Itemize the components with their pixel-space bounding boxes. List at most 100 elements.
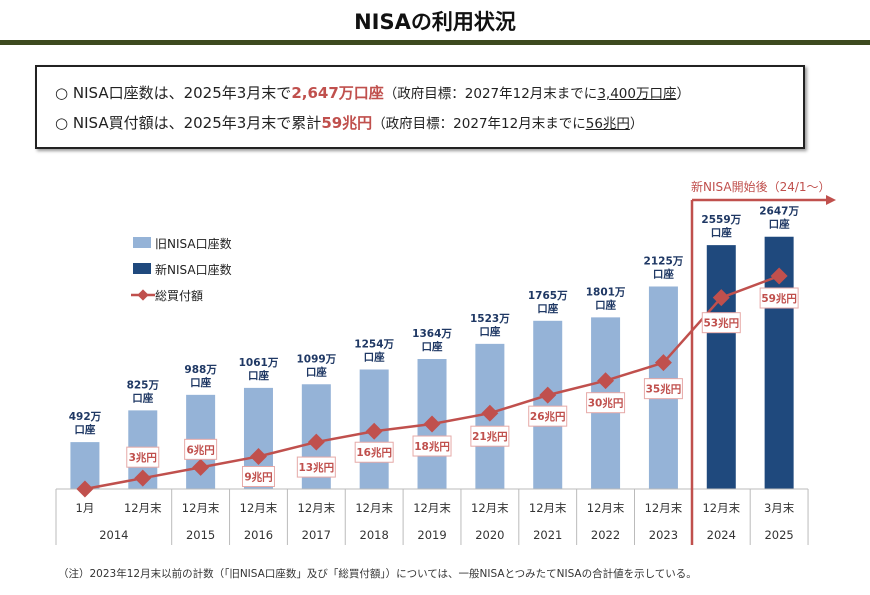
line-data-label: 26兆円	[530, 410, 566, 423]
title-underline	[0, 40, 870, 45]
summary-suffix: ）	[629, 116, 644, 132]
x-tick-label: 1月	[76, 501, 95, 515]
bar-data-label: 1099万	[296, 353, 336, 365]
total-purchase-point	[770, 267, 788, 285]
legend-label: 旧NISA口座数	[155, 236, 232, 251]
bar-data-label: 口座	[711, 226, 732, 239]
line-label-box	[354, 441, 394, 463]
summary-accounts: ○ NISA口座数は、2025年3月末で2,647万口座（政府目標：2027年1…	[55, 82, 690, 103]
line-label-box	[241, 466, 275, 488]
x-year-label: 2014	[99, 528, 128, 542]
x-tick-label: 12月末	[529, 501, 567, 515]
line-label-box	[470, 425, 510, 447]
bullet-icon: ○	[55, 114, 69, 132]
x-tick-label: 12月末	[413, 501, 451, 515]
line-data-label: 3兆円	[129, 451, 157, 464]
total-purchase-point	[249, 448, 267, 465]
x-tick-label: 12月末	[355, 501, 393, 515]
legend-label: 総買付額	[155, 289, 203, 303]
summary-goal: （政府目標：2027年12月末までに	[372, 116, 586, 132]
x-year-label: 2021	[533, 528, 562, 542]
line-data-label: 35兆円	[646, 383, 682, 396]
total-purchase-point	[712, 289, 730, 307]
legend-swatch	[133, 263, 151, 274]
old-nisa-bar	[533, 320, 563, 489]
bar-data-label: 口座	[479, 325, 500, 338]
bar-data-label: 口座	[537, 302, 558, 315]
bullet-icon: ○	[55, 84, 69, 102]
legend-old-nisa: 旧NISA口座数	[133, 236, 232, 251]
x-tick-label: 12月末	[645, 501, 683, 515]
x-year-label: 2020	[475, 528, 504, 542]
legend-swatch	[133, 237, 151, 248]
total-purchase-point	[134, 469, 152, 487]
x-year-label: 2015	[186, 528, 215, 542]
line-label-box	[412, 435, 452, 457]
summary-highlight: 2,647万口座	[291, 84, 384, 102]
line-data-label: 16兆円	[356, 446, 392, 459]
bar-data-label: 口座	[595, 298, 616, 311]
line-label-box	[296, 456, 336, 478]
bar-data-label: 1254万	[354, 338, 394, 350]
total-purchase-point	[365, 422, 383, 440]
line-data-label: 18兆円	[414, 440, 450, 453]
x-tick-label: 12月末	[702, 501, 740, 515]
line-label-box	[586, 392, 626, 414]
bar-data-label: 825万	[127, 379, 160, 391]
line-data-label: 59兆円	[761, 292, 797, 305]
summary-box: ○ NISA口座数は、2025年3月末で2,647万口座（政府目標：2027年1…	[35, 65, 805, 149]
line-data-label: 9兆円	[244, 471, 272, 484]
x-tick-label: 12月末	[587, 501, 625, 515]
bar-data-label: 1801万	[586, 286, 626, 298]
arrow-head-icon	[826, 195, 836, 205]
line-data-label: 13兆円	[299, 461, 335, 474]
x-year-label: 2017	[302, 528, 331, 542]
bar-data-label: 492万	[69, 411, 102, 423]
summary-target: 56兆円	[585, 116, 630, 132]
bar-data-label: 口座	[306, 365, 327, 378]
page-title: NISAの利用状況	[354, 10, 516, 34]
footnote: （注）2023年12月末以前の計数（「旧NISA口座数」及び「総買付額」）につい…	[58, 568, 697, 580]
bar-data-label: 1765万	[528, 290, 568, 302]
bar-data-label: 2647万	[759, 206, 799, 218]
line-label-box	[701, 312, 741, 334]
line-label-box	[643, 378, 683, 400]
line-label-box	[759, 287, 799, 309]
x-tick-label: 12月末	[240, 501, 278, 515]
x-year-label: 2024	[707, 528, 736, 542]
line-label-box	[528, 405, 568, 427]
x-tick-label: 12月末	[124, 501, 162, 515]
bar-data-label: 988万	[184, 364, 217, 376]
x-year-label: 2025	[764, 528, 793, 542]
bar-data-label: 2559万	[701, 214, 741, 226]
summary-purchases: ○ NISA買付額は、2025年3月末で累計59兆円（政府目標：2027年12月…	[55, 112, 643, 133]
bar-data-label: 口座	[132, 391, 153, 404]
bar-data-label: 口座	[364, 350, 385, 363]
total-purchase-point	[192, 458, 210, 476]
x-tick-label: 12月末	[471, 501, 509, 515]
legend-total-purchase: 総買付額	[131, 289, 203, 303]
line-label-box	[126, 446, 160, 468]
summary-goal: （政府目標：2027年12月末までに	[383, 86, 598, 102]
x-year-label: 2019	[417, 528, 446, 542]
legend-label: 新NISA口座数	[155, 262, 232, 277]
new-nisa-bar	[706, 245, 736, 489]
x-year-label: 2022	[591, 528, 620, 542]
total-purchase-point	[307, 433, 325, 451]
x-tick-label: 12月末	[298, 501, 336, 515]
bar-data-label: 1364万	[412, 328, 452, 340]
line-label-box	[184, 438, 218, 460]
legend-diamond-icon	[137, 289, 149, 301]
x-year-label: 2018	[360, 528, 389, 542]
summary-suffix: ）	[676, 86, 690, 102]
summary-text: NISA買付額は、2025年3月末で累計	[72, 114, 322, 132]
line-data-label: 53兆円	[703, 317, 739, 330]
x-tick-label: 12月末	[182, 501, 220, 515]
bar-data-label: 口座	[74, 423, 95, 436]
new-nisa-annotation: 新NISA開始後（24/1～）	[691, 179, 831, 194]
total-purchase-point	[423, 415, 441, 433]
x-tick-label: 3月末	[764, 501, 795, 515]
legend-new-nisa: 新NISA口座数	[133, 262, 232, 277]
bar-data-label: 1523万	[470, 313, 510, 325]
